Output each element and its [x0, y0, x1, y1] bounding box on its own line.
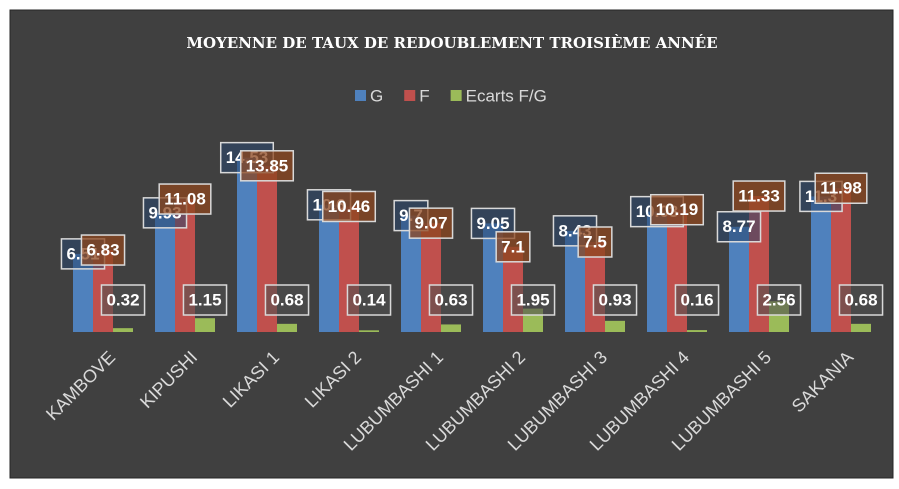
bar [441, 324, 461, 332]
data-label: 1.15 [188, 290, 221, 309]
bar [851, 323, 871, 332]
bar [811, 196, 831, 332]
data-label-box [732, 180, 786, 212]
data-label-box [321, 190, 377, 223]
data-label-box [756, 284, 802, 316]
legend-label: Ecarts F/G [466, 86, 547, 105]
bar [359, 330, 379, 332]
data-label-box [838, 284, 884, 316]
data-label-box [408, 207, 454, 239]
bar [277, 323, 297, 332]
bar [319, 204, 339, 332]
data-label: 0.68 [844, 290, 877, 309]
data-label-box [100, 284, 146, 316]
legend-swatch [450, 90, 462, 101]
bar [401, 215, 421, 332]
data-label-box [495, 231, 531, 263]
data-label: 1.95 [516, 290, 549, 309]
bar [73, 253, 93, 332]
data-label: 7.1 [501, 237, 525, 256]
data-label-box [510, 284, 556, 316]
data-label: 11.33 [738, 187, 780, 206]
legend-label: G [370, 86, 383, 105]
data-label: 13.85 [246, 156, 289, 175]
data-label: 8.77 [722, 217, 755, 236]
data-label: 0.14 [352, 290, 386, 309]
data-label: 6.83 [86, 241, 119, 260]
data-label-box [264, 284, 310, 316]
data-label-box [182, 284, 228, 316]
data-label-box [428, 284, 474, 316]
data-label: 0.32 [106, 290, 139, 309]
data-label-box [158, 183, 212, 215]
data-label: 10.19 [656, 200, 699, 219]
data-label-box [80, 234, 126, 266]
bar [647, 211, 667, 332]
legend-swatch [355, 90, 366, 101]
data-label-box [577, 226, 613, 258]
data-label: 0.16 [680, 290, 713, 309]
data-label: 11.98 [820, 179, 862, 198]
data-label: 7.5 [583, 232, 607, 251]
data-label: 11.08 [164, 190, 206, 209]
data-label-box [239, 150, 295, 182]
legend-label: F [419, 86, 429, 105]
data-label-box [592, 284, 638, 316]
bar [155, 212, 175, 332]
bar [605, 320, 625, 332]
data-label: 9.05 [476, 214, 509, 233]
data-label-box [346, 284, 392, 316]
data-label: 0.63 [434, 290, 467, 309]
data-label-box [674, 284, 720, 316]
data-label: 9.07 [414, 214, 447, 233]
legend-swatch [404, 90, 416, 101]
bar [195, 318, 215, 332]
bar [687, 330, 707, 332]
chart-title: MOYENNE DE TAUX DE REDOUBLEMENT TROISIÈM… [186, 34, 717, 52]
data-label: 0.68 [270, 290, 303, 309]
data-label: 10.46 [328, 197, 371, 216]
data-label-box [814, 172, 868, 204]
bar [237, 157, 257, 332]
data-label-box [649, 193, 705, 226]
data-label: 0.93 [598, 290, 631, 309]
bar [729, 226, 749, 332]
bar [113, 328, 133, 332]
data-label: 2.56 [762, 290, 795, 309]
